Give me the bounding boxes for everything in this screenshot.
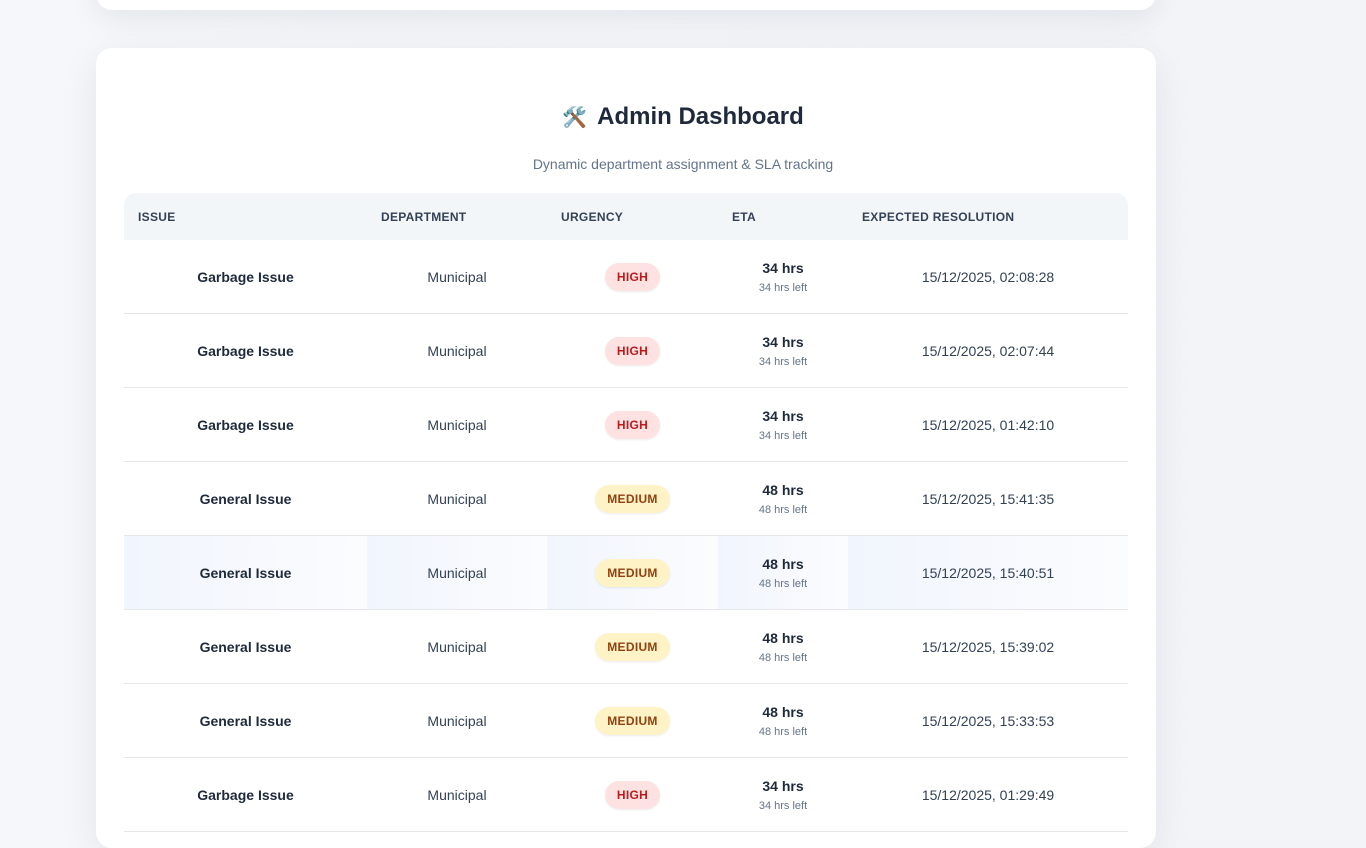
column-header-department: DEPARTMENT xyxy=(381,209,467,224)
expected-resolution-cell: 15/12/2025, 01:42:10 xyxy=(848,387,1128,462)
urgency-cell: MEDIUM xyxy=(547,683,718,758)
urgency-badge: MEDIUM xyxy=(595,484,670,513)
issue-cell: Garbage Issue xyxy=(124,313,367,388)
page-title: 🛠️ Admin Dashboard xyxy=(0,100,1366,135)
column-header-expected-resolution: EXPECTED RESOLUTION xyxy=(862,209,1015,224)
urgency-cell: HIGH xyxy=(547,757,718,832)
eta-remaining: 34 hrs left xyxy=(758,355,808,368)
expected-resolution-cell: 15/12/2025, 02:08:28 xyxy=(848,240,1128,314)
table-row[interactable]: General Issue Municipal MEDIUM 48 hrs 48 … xyxy=(124,683,1128,758)
urgency-cell: MEDIUM xyxy=(547,461,718,536)
page-subtitle: Dynamic department assignment & SLA trac… xyxy=(532,156,834,172)
eta-cell: 48 hrs 48 hrs left xyxy=(718,461,848,536)
department-cell: Municipal xyxy=(367,387,547,462)
expected-resolution-cell: 15/12/2025, 15:41:35 xyxy=(848,461,1128,536)
issue-cell: General Issue xyxy=(124,683,367,758)
eta-remaining: 34 hrs left xyxy=(758,281,808,294)
expected-resolution-cell: 15/12/2025, 15:33:53 xyxy=(848,683,1128,758)
table-row[interactable]: General Issue Municipal MEDIUM 48 hrs 48 … xyxy=(124,609,1128,684)
department-cell: Municipal xyxy=(367,240,547,314)
urgency-cell: MEDIUM xyxy=(547,609,718,684)
eta-value: 48 hrs xyxy=(762,555,804,572)
table-row[interactable]: General Issue Municipal MEDIUM 48 hrs 48 … xyxy=(124,535,1128,610)
eta-cell: 34 hrs 34 hrs left xyxy=(718,313,848,388)
eta-cell: 34 hrs 34 hrs left xyxy=(718,757,848,832)
urgency-cell: MEDIUM xyxy=(547,535,718,610)
eta-remaining: 48 hrs left xyxy=(758,577,808,590)
eta-remaining: 48 hrs left xyxy=(758,651,808,664)
department-cell: Municipal xyxy=(367,757,547,832)
page-title-text: Admin Dashboard xyxy=(597,103,804,130)
eta-cell: 34 hrs 34 hrs left xyxy=(718,240,848,314)
table-row[interactable]: Garbage Issue Municipal HIGH 34 hrs 34 hr… xyxy=(124,313,1128,388)
eta-value: 48 hrs xyxy=(762,481,804,498)
issue-cell: General Issue xyxy=(124,609,367,684)
table-row[interactable]: Garbage Issue Municipal HIGH 34 hrs 34 hr… xyxy=(124,757,1128,832)
urgency-badge: MEDIUM xyxy=(595,558,670,587)
eta-value: 48 hrs xyxy=(762,629,804,646)
urgency-cell: HIGH xyxy=(547,313,718,388)
eta-remaining: 48 hrs left xyxy=(758,503,808,516)
issue-cell: Garbage Issue xyxy=(124,757,367,832)
urgency-badge: HIGH xyxy=(604,336,661,365)
eta-cell: 48 hrs 48 hrs left xyxy=(718,535,848,610)
department-cell: Municipal xyxy=(367,313,547,388)
eta-value: 34 hrs xyxy=(762,407,804,424)
eta-value: 34 hrs xyxy=(762,259,804,276)
issue-cell: General Issue xyxy=(124,461,367,536)
eta-cell: 34 hrs 34 hrs left xyxy=(718,387,848,462)
urgency-badge: MEDIUM xyxy=(595,632,670,661)
department-cell: Municipal xyxy=(367,461,547,536)
column-header-issue: ISSUE xyxy=(138,209,176,224)
expected-resolution-cell: 15/12/2025, 15:39:02 xyxy=(848,609,1128,684)
issue-cell: Garbage Issue xyxy=(124,387,367,462)
urgency-cell: HIGH xyxy=(547,387,718,462)
eta-remaining: 48 hrs left xyxy=(758,725,808,738)
department-cell: Municipal xyxy=(367,683,547,758)
hammer-and-wrench-icon: 🛠️ xyxy=(562,107,588,129)
table-row[interactable]: Garbage Issue Municipal HIGH 34 hrs 34 hr… xyxy=(124,387,1128,462)
column-header-urgency: URGENCY xyxy=(561,209,624,224)
expected-resolution-cell: 15/12/2025, 02:07:44 xyxy=(848,313,1128,388)
expected-resolution-cell: 15/12/2025, 01:29:49 xyxy=(848,757,1128,832)
urgency-badge: HIGH xyxy=(604,410,661,439)
eta-remaining: 34 hrs left xyxy=(758,799,808,812)
issues-table: ISSUE DEPARTMENT URGENCY ETA EXPECTED RE… xyxy=(124,193,1128,832)
issue-cell: Garbage Issue xyxy=(124,240,367,314)
table-header: ISSUE DEPARTMENT URGENCY ETA EXPECTED RE… xyxy=(124,193,1128,240)
urgency-cell: HIGH xyxy=(547,240,718,314)
urgency-badge: HIGH xyxy=(604,262,661,291)
table-row[interactable]: General Issue Municipal MEDIUM 48 hrs 48 … xyxy=(124,461,1128,536)
eta-cell: 48 hrs 48 hrs left xyxy=(718,683,848,758)
department-cell: Municipal xyxy=(367,609,547,684)
column-header-eta: ETA xyxy=(732,209,757,224)
eta-cell: 48 hrs 48 hrs left xyxy=(718,609,848,684)
table-row[interactable]: Garbage Issue Municipal HIGH 34 hrs 34 hr… xyxy=(124,240,1128,314)
urgency-badge: HIGH xyxy=(604,780,661,809)
eta-value: 48 hrs xyxy=(762,703,804,720)
department-cell: Municipal xyxy=(367,535,547,610)
expected-resolution-cell: 15/12/2025, 15:40:51 xyxy=(848,535,1128,610)
eta-value: 34 hrs xyxy=(762,777,804,794)
eta-remaining: 34 hrs left xyxy=(758,429,808,442)
urgency-badge: MEDIUM xyxy=(595,706,670,735)
eta-value: 34 hrs xyxy=(762,333,804,350)
issue-cell: General Issue xyxy=(124,535,367,610)
previous-card xyxy=(96,0,1156,10)
